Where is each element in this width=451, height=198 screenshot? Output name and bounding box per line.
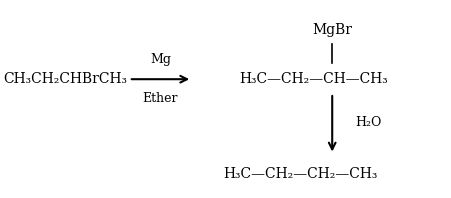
Text: H₃C—CH₂—CH—CH₃: H₃C—CH₂—CH—CH₃ (239, 72, 388, 86)
Text: H₂O: H₂O (354, 116, 381, 129)
Text: CH₃CH₂CHBrCH₃: CH₃CH₂CHBrCH₃ (4, 72, 127, 86)
Text: MgBr: MgBr (312, 23, 351, 37)
Text: Mg: Mg (150, 53, 170, 66)
Text: H₃C—CH₂—CH₂—CH₃: H₃C—CH₂—CH₂—CH₃ (223, 167, 377, 181)
Text: Ether: Ether (143, 92, 178, 106)
